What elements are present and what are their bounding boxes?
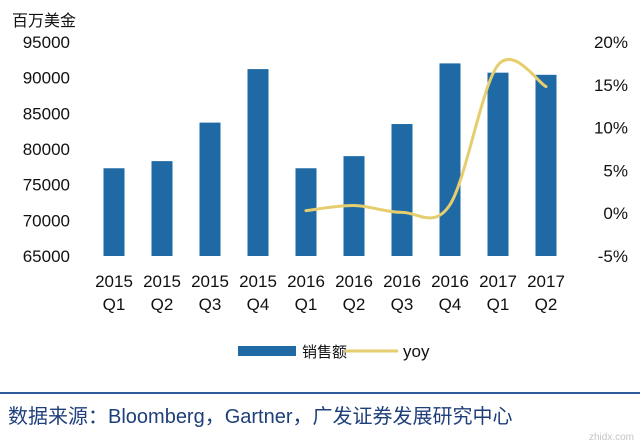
right-axis-tick-label: -5%: [598, 247, 628, 266]
left-axis-tick-label: 70000: [23, 211, 70, 230]
legend: 销售额 yoy: [238, 342, 430, 361]
bar: [199, 122, 221, 257]
x-axis-tick-quarter: Q4: [439, 295, 462, 314]
right-axis-ticks: -5% 0% 5% 10% 15% 20%: [594, 33, 628, 266]
x-axis-tick-quarter: Q2: [151, 295, 174, 314]
bar: [103, 168, 125, 256]
left-axis-tick-label: 95000: [23, 33, 70, 52]
bar: [247, 69, 269, 257]
x-axis-tick-year: 2015: [95, 272, 133, 291]
right-axis-tick-label: 0%: [603, 204, 628, 223]
left-axis-ticks: 65000 70000 75000 80000 85000 90000 95000: [23, 33, 70, 266]
left-axis-tick-label: 65000: [23, 247, 70, 266]
x-axis-tick-year: 2015: [239, 272, 277, 291]
x-axis-tick-year: 2016: [383, 272, 421, 291]
x-axis-tick-year: 2017: [479, 272, 517, 291]
y-axis-unit-label: 百万美金: [12, 11, 76, 30]
x-axis-tick-year: 2016: [431, 272, 469, 291]
x-axis-tick-year: 2017: [527, 272, 565, 291]
bar: [151, 161, 173, 256]
x-axis-tick-quarter: Q1: [103, 295, 126, 314]
right-axis-tick-label: 20%: [594, 33, 628, 52]
right-axis-tick-label: 5%: [603, 161, 628, 180]
bar: [391, 124, 413, 257]
source-text: Bloomberg，Gartner，广发证券发展研究中心: [108, 406, 513, 428]
legend-label-sales: 销售额: [302, 343, 347, 361]
x-axis-tick-quarter: Q3: [199, 295, 222, 314]
bar: [439, 63, 461, 257]
bar: [535, 74, 557, 257]
divider: [0, 392, 640, 394]
x-axis-tick-quarter: Q3: [391, 295, 414, 314]
x-axis-tick-year: 2015: [191, 272, 229, 291]
x-axis-ticks: 2015 Q1 2015 Q2 2015 Q3 2015 Q4 2016 Q1 2016 Q2 2016…: [95, 272, 565, 314]
legend-swatch-sales: [238, 346, 296, 356]
left-axis-tick-label: 90000: [23, 69, 70, 88]
bar: [487, 72, 509, 256]
source-note: 数据来源：Bloomberg，Gartner，广发证券发展研究中心: [8, 400, 513, 429]
x-axis-tick-quarter: Q2: [343, 295, 366, 314]
right-axis-tick-label: 15%: [594, 76, 628, 95]
x-axis-tick-quarter: Q1: [487, 295, 510, 314]
legend-label-yoy: yoy: [403, 342, 430, 361]
line-series: [304, 57, 548, 220]
x-axis-tick-year: 2015: [143, 272, 181, 291]
source-label: 数据来源：: [8, 404, 108, 428]
yoy-line: [304, 57, 548, 220]
x-axis-tick-quarter: Q1: [295, 295, 318, 314]
right-axis-tick-label: 10%: [594, 119, 628, 138]
x-axis-tick-quarter: Q4: [247, 295, 270, 314]
watermark-logo: zhidx.com: [588, 432, 634, 443]
left-axis-tick-label: 80000: [23, 140, 70, 159]
chart: 百万美金 65000 70000 75000 80000 85000 90000 95000…: [12, 11, 628, 361]
left-axis-tick-label: 75000: [23, 176, 70, 195]
x-axis-tick-year: 2016: [287, 272, 325, 291]
bar-series: [103, 63, 557, 257]
x-axis-tick-quarter: Q2: [535, 295, 558, 314]
x-axis-tick-year: 2016: [335, 272, 373, 291]
left-axis-tick-label: 85000: [23, 104, 70, 123]
